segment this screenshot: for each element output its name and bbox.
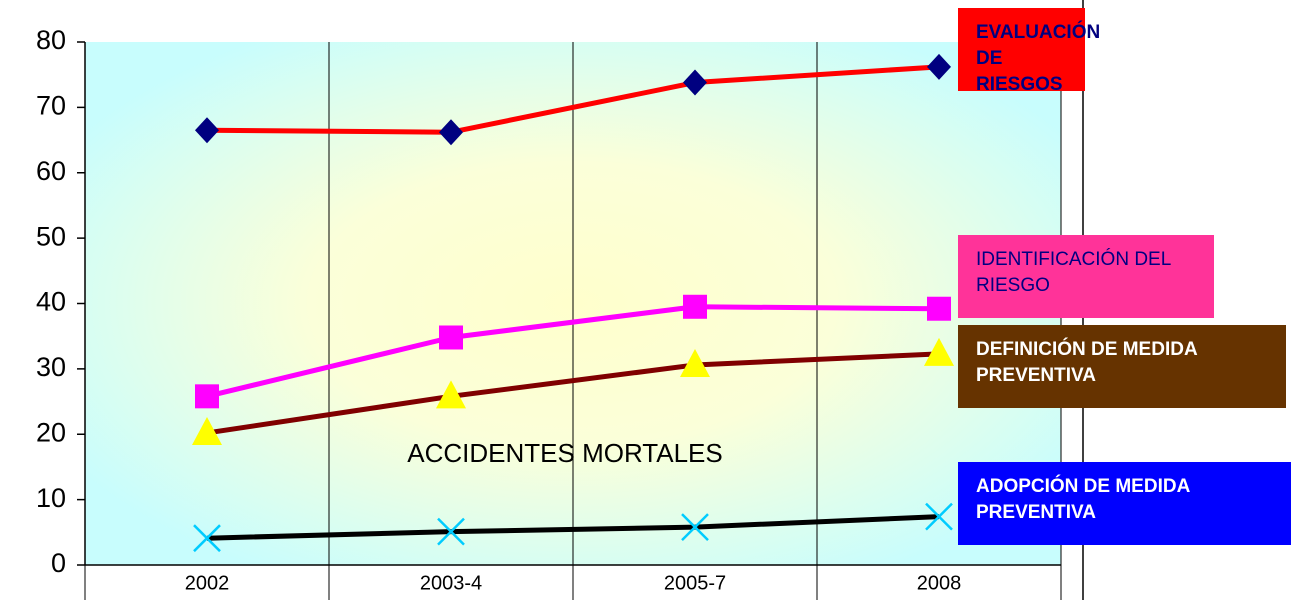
marker [193,524,221,553]
marker [680,348,710,377]
marker [195,384,219,409]
y-tick-label: 70 [36,91,66,121]
y-tick-label: 60 [36,156,66,186]
marker [683,294,707,319]
marker [683,69,707,96]
marker [439,119,463,146]
marker [436,380,466,409]
y-tick-label: 50 [36,221,66,251]
marker-stroke [193,524,221,553]
marker [439,325,463,350]
y-tick-label: 40 [36,287,66,317]
series-line [206,304,940,399]
series-line [206,514,940,541]
marker [437,517,465,546]
marker [927,296,951,321]
y-tick-label: 10 [36,483,66,513]
x-tick-label: 2005-7 [664,572,726,594]
marker [925,502,953,531]
legend-entry: ADOPCIÓN DE MEDIDA PREVENTIVA [958,462,1291,545]
marker [927,53,951,80]
marker-stroke [925,502,953,531]
annotation: ACCIDENTES MORTALES [407,438,722,468]
x-tick-label: 2003-4 [420,572,482,594]
series-line [206,351,940,436]
marker-stroke [437,517,465,546]
y-tick-label: 0 [51,548,66,578]
marker [195,117,219,144]
series-line [206,64,940,135]
marker [681,513,709,541]
y-tick-label: 20 [36,417,66,447]
x-tick-label: 2008 [917,572,962,594]
legend-entry: DEFINICIÓN DE MEDIDA PREVENTIVA [958,325,1286,408]
x-tick-label: 2002 [185,572,230,594]
marker [924,337,954,366]
marker [192,416,222,445]
marker-stroke [681,513,709,541]
legend-entry: EVALUACIÓN DE RIESGOS [958,8,1100,95]
y-tick-label: 30 [36,352,66,382]
y-tick-label: 80 [36,25,66,55]
legend-entry: IDENTIFICACIÓN DEL RIESGO [958,235,1214,318]
